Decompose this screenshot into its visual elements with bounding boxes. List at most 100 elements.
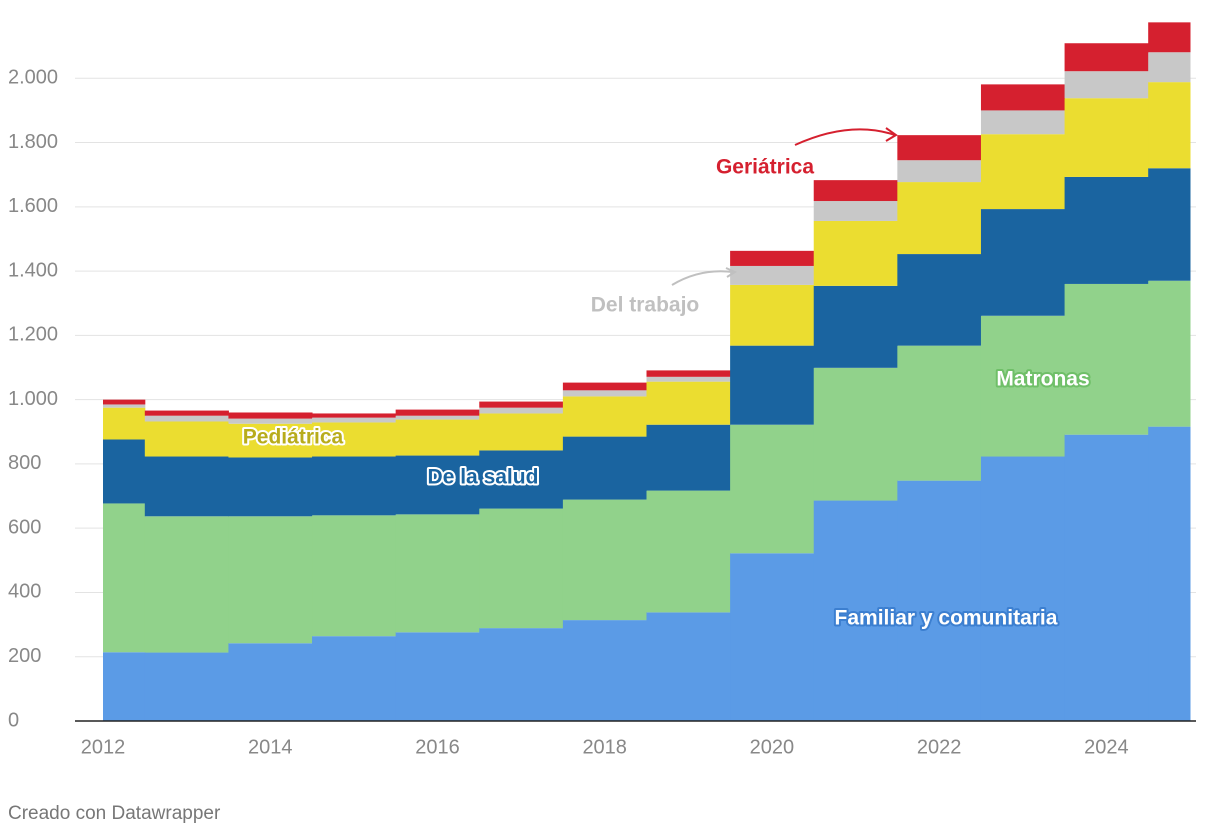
y-tick-label: 1.000 (8, 388, 58, 410)
area-segment (1148, 168, 1191, 281)
y-tick-label: 1.200 (8, 324, 58, 346)
area-segment (479, 407, 564, 414)
area-segment (980, 134, 1066, 210)
area-segment (395, 419, 480, 456)
area-segment (646, 370, 731, 377)
area-segment (228, 643, 313, 721)
area-segment (479, 450, 564, 509)
area-segment (897, 254, 982, 346)
area-segment (980, 315, 1066, 457)
series-label: Matronas (996, 368, 1089, 391)
area-segment (312, 413, 397, 418)
area-segment (646, 424, 731, 491)
area-segment (395, 632, 480, 721)
area-segment (1148, 82, 1191, 169)
area-segment (897, 345, 982, 481)
series-label: Pediátrica (243, 426, 344, 449)
area-segment (144, 516, 229, 653)
y-tick-label: 200 (8, 645, 41, 667)
area-segment (144, 652, 229, 721)
area-segment (730, 345, 815, 425)
x-tick-label: 2024 (1084, 736, 1129, 758)
y-tick-label: 1.800 (8, 131, 58, 153)
area-segment (730, 553, 815, 721)
area-segment (980, 84, 1066, 111)
area-segment (103, 404, 146, 408)
y-tick-label: 2.000 (8, 67, 58, 89)
y-tick-label: 1.600 (8, 195, 58, 217)
area-segment (103, 407, 146, 440)
area-segment (103, 439, 146, 504)
y-tick-label: 800 (8, 452, 41, 474)
footer: Creado con Datawrapper (8, 803, 221, 824)
area-segment (312, 515, 397, 637)
area-segment (312, 636, 397, 721)
area-segment (144, 421, 229, 457)
area-segment (730, 250, 815, 266)
area-segment (813, 367, 898, 501)
area-segment (312, 422, 397, 457)
area-segment (730, 265, 815, 285)
series-label: De la salud (428, 466, 539, 489)
area-segment (646, 612, 731, 721)
area-segment (228, 423, 313, 458)
area-segment (479, 413, 564, 451)
area-segment (813, 500, 898, 721)
area-segment (562, 390, 647, 397)
area-segment (1148, 280, 1191, 427)
area-segment (1064, 283, 1149, 435)
area-segment (813, 180, 898, 202)
area-segment (646, 490, 731, 613)
area-segment (1148, 52, 1191, 83)
series-label: Del trabajo (591, 294, 700, 317)
area-segment (730, 284, 815, 346)
area-segment (103, 652, 146, 721)
area-segment (228, 418, 313, 424)
area-segment (1148, 426, 1191, 721)
area-segment (562, 499, 647, 621)
y-tick-label: 0 (8, 709, 19, 731)
area-segment (1064, 434, 1149, 721)
area-segment (144, 410, 229, 416)
series-label: Familiar y comunitaria (835, 607, 1058, 630)
area-segment (562, 382, 647, 391)
x-tick-label: 2022 (917, 736, 962, 758)
area-segment (730, 424, 815, 554)
area-segment (144, 456, 229, 517)
annotation-arrowhead (725, 267, 738, 278)
x-tick-label: 2014 (248, 736, 293, 758)
area-segment (1064, 43, 1149, 72)
y-tick-label: 1.400 (8, 259, 58, 281)
area-segment (395, 514, 480, 633)
annotation-arrowhead (885, 127, 898, 142)
area-segment (562, 436, 647, 500)
area-segment (395, 415, 480, 420)
area-segment (479, 628, 564, 721)
area-segment (897, 135, 982, 161)
area-segment (1064, 176, 1149, 284)
area-segment (813, 220, 898, 286)
area-segment (980, 456, 1066, 721)
x-tick-label: 2018 (582, 736, 627, 758)
plot-area (75, 22, 1196, 722)
area-segment (1148, 22, 1191, 53)
area-segment (395, 455, 480, 515)
area-segment (813, 285, 898, 368)
area-segment (897, 160, 982, 183)
area-segment (312, 456, 397, 516)
area-segment (562, 396, 647, 437)
y-tick-label: 600 (8, 516, 41, 538)
annotation-arrow (794, 128, 896, 146)
x-tick-label: 2016 (415, 736, 460, 758)
x-tick-label: 2012 (81, 736, 126, 758)
area-segment (813, 201, 898, 221)
area-segment (1064, 98, 1149, 177)
area-segment (897, 480, 982, 721)
series-label: Geriátrica (716, 156, 814, 179)
area-segment (897, 182, 982, 255)
area-segment (646, 381, 731, 425)
area-segment (395, 409, 480, 416)
area-segment (228, 516, 313, 644)
area-segment (228, 412, 313, 419)
